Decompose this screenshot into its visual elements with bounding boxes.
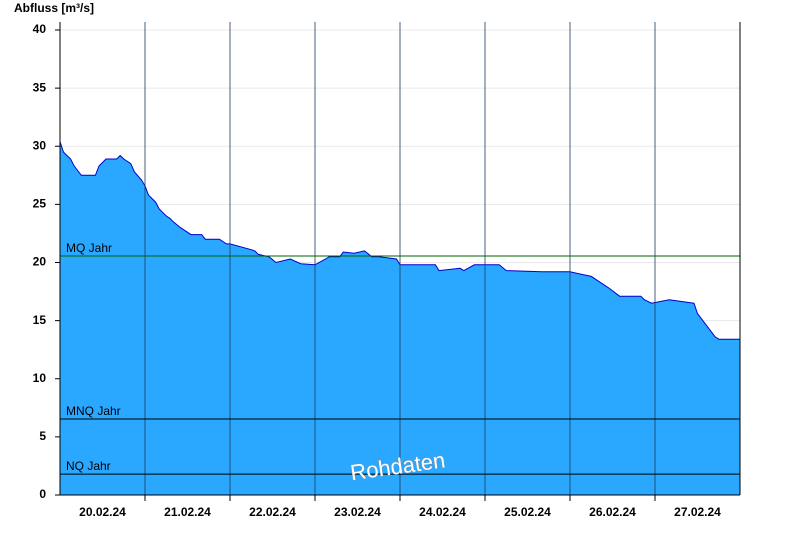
x-tick-label: 20.02.24 xyxy=(79,505,126,519)
x-tick-label: 22.02.24 xyxy=(249,505,296,519)
x-tick-label: 27.02.24 xyxy=(674,505,721,519)
x-tick-label: 26.02.24 xyxy=(589,505,636,519)
y-tick-label: 25 xyxy=(33,197,47,211)
x-tick-label: 24.02.24 xyxy=(419,505,466,519)
y-tick-label: 5 xyxy=(39,429,46,443)
y-tick-label: 20 xyxy=(33,255,47,269)
y-axis-label: Abfluss [m³/s] xyxy=(14,1,94,15)
reference-label: MQ Jahr xyxy=(66,241,112,255)
x-tick-label: 23.02.24 xyxy=(334,505,381,519)
x-tick-label: 25.02.24 xyxy=(504,505,551,519)
reference-label: MNQ Jahr xyxy=(66,404,121,418)
y-tick-label: 35 xyxy=(33,80,47,94)
y-tick-label: 40 xyxy=(33,22,47,36)
y-tick-label: 30 xyxy=(33,138,47,152)
y-tick-label: 0 xyxy=(39,487,46,501)
y-tick-label: 10 xyxy=(33,371,47,385)
reference-label: NQ Jahr xyxy=(66,459,111,473)
y-tick-label: 15 xyxy=(33,313,47,327)
x-tick-label: 21.02.24 xyxy=(164,505,211,519)
